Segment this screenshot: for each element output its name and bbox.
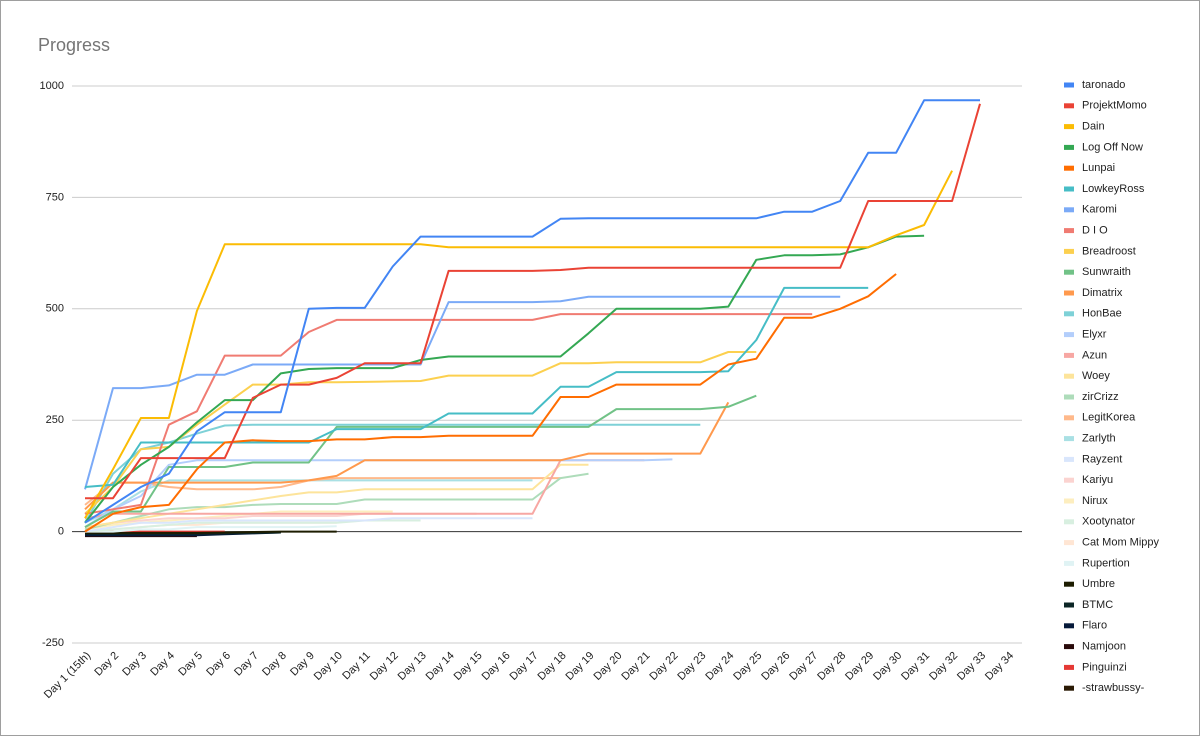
legend-label: Dimatrix: [1082, 287, 1123, 299]
legend-swatch: [1064, 311, 1074, 317]
legend-label: Breadroost: [1082, 245, 1136, 257]
legend-label: LowkeyRoss: [1082, 183, 1145, 195]
series-line: [84, 295, 841, 490]
legend-swatch: [1064, 248, 1074, 254]
legend-swatch: [1064, 415, 1074, 421]
legend-swatch: [1064, 332, 1074, 338]
legend-swatch: [1064, 394, 1074, 400]
legend-swatch: [1064, 498, 1074, 504]
legend-label: Pinguinzi: [1082, 661, 1127, 673]
y-tick-label: 500: [46, 303, 64, 315]
legend-swatch: [1064, 519, 1074, 525]
series-line: [84, 401, 730, 511]
legend-label: Dain: [1082, 121, 1105, 133]
legend-label: D I O: [1082, 225, 1108, 237]
legend-label: Log Off Now: [1082, 141, 1143, 153]
chart-title: Progress: [38, 35, 110, 55]
legend-swatch: [1064, 664, 1074, 670]
legend-swatch: [1064, 456, 1074, 462]
legend-label: Xootynator: [1082, 516, 1136, 528]
legend-label: taronado: [1082, 79, 1125, 91]
series-line: [84, 394, 757, 528]
series-line: [84, 472, 589, 531]
legend-label: Nirux: [1082, 495, 1108, 507]
legend-label: -strawbussy-: [1082, 682, 1145, 694]
legend-swatch: [1064, 82, 1074, 88]
legend-swatch: [1064, 186, 1074, 192]
legend-swatch: [1064, 685, 1074, 691]
legend-label: Rupertion: [1082, 557, 1130, 569]
series-line: [84, 170, 953, 519]
legend-label: Flaro: [1082, 620, 1107, 632]
series-line: [84, 517, 533, 533]
y-tick-label: 750: [46, 191, 64, 203]
legend-swatch: [1064, 373, 1074, 379]
legend-swatch: [1064, 290, 1074, 296]
series-line: [84, 99, 980, 524]
series-line: [84, 423, 701, 524]
series-line: [84, 234, 925, 524]
y-tick-label: -250: [42, 637, 64, 649]
legend-label: Lunpai: [1082, 162, 1115, 174]
y-tick-label: 0: [58, 526, 64, 538]
legend-label: Kariyu: [1082, 474, 1113, 486]
legend-label: Umbre: [1082, 578, 1115, 590]
series-line: [84, 273, 897, 533]
y-tick-label: 1000: [40, 80, 64, 92]
series-line: [85, 525, 337, 533]
legend-label: Azun: [1082, 349, 1107, 361]
legend-swatch: [1064, 144, 1074, 150]
legend-label: ProjektMomo: [1082, 100, 1147, 112]
legend-swatch: [1064, 228, 1074, 234]
series-line: [84, 477, 561, 506]
legend-label: Zarlyth: [1082, 433, 1116, 445]
legend-label: Cat Mom Mippy: [1082, 537, 1160, 549]
series-line: [84, 459, 645, 520]
y-tick-label: 250: [46, 414, 64, 426]
legend-label: zirCrizz: [1082, 391, 1119, 403]
legend-label: Sunwraith: [1082, 266, 1131, 278]
legend-label: Woey: [1082, 370, 1110, 382]
legend-swatch: [1064, 540, 1074, 546]
legend-label: Elyxr: [1082, 329, 1107, 341]
legend-swatch: [1064, 165, 1074, 171]
legend-swatch: [1064, 644, 1074, 650]
legend-swatch: [1064, 269, 1074, 275]
legend-swatch: [1064, 623, 1074, 629]
legend-swatch: [1064, 477, 1074, 483]
legend-swatch: [1064, 602, 1074, 608]
legend-swatch: [1064, 581, 1074, 587]
series-line: [85, 530, 337, 534]
legend-swatch: [1064, 352, 1074, 358]
legend-swatch: [1064, 103, 1074, 109]
series-line: [84, 313, 813, 515]
legend-label: Namjoon: [1082, 641, 1126, 653]
legend-label: Karomi: [1082, 204, 1117, 216]
legend-swatch: [1064, 436, 1074, 442]
series-line: [85, 103, 981, 500]
legend-label: HonBae: [1082, 308, 1122, 320]
series-line: [84, 351, 757, 515]
legend-swatch: [1064, 207, 1074, 213]
legend-label: Rayzent: [1082, 453, 1122, 465]
legend-label: LegitKorea: [1082, 412, 1136, 424]
legend-label: BTMC: [1082, 599, 1113, 611]
legend-swatch: [1064, 560, 1074, 566]
series-line: [84, 286, 869, 488]
legend-swatch: [1064, 124, 1074, 130]
